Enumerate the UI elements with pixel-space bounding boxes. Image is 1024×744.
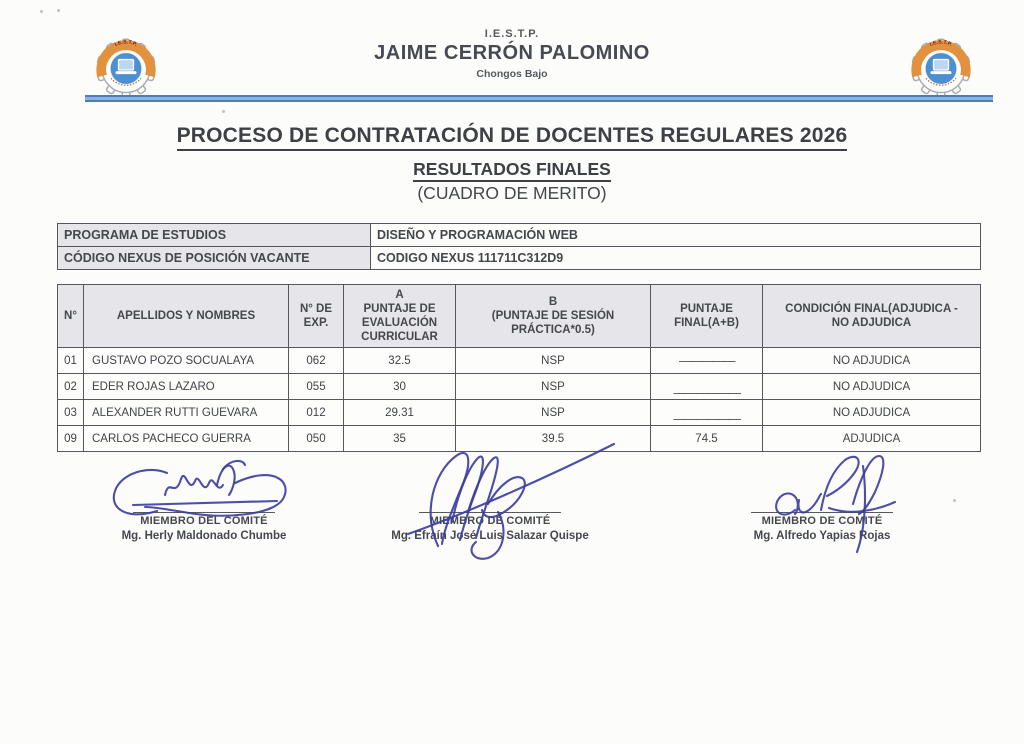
signature-role: MIEMBRO DE COMITÉ (429, 515, 551, 527)
col-header-apellidos: APELLIDOS Y NOMBRES (83, 284, 289, 348)
institution-logo-right gear-icon: I.E.S.T.P. (911, 38, 971, 99)
results-header-row: N° APELLIDOS Y NOMBRES N° DE EXP. A PUNT… (57, 284, 981, 348)
cell-final: —————— (650, 373, 763, 400)
scan-speck (40, 10, 43, 13)
info-value: CODIGO NEXUS 111711C312D9 (370, 246, 981, 270)
laptop-icon (932, 58, 950, 71)
handwritten-signature-1 (112, 459, 287, 517)
col-header-puntaje-b: B (PUNTAJE DE SESIÓN PRÁCTICA*0.5) (455, 284, 651, 348)
signature-name: Mg. Alfredo Yapias Rojas (753, 530, 891, 542)
cell-exp: 012 (288, 399, 344, 426)
info-value: DISEÑO Y PROGRAMACIÓN WEB (370, 223, 981, 247)
cell-final: —————— (650, 399, 763, 426)
cell-condicion: NO ADJUDICA (762, 373, 981, 400)
cell-puntaje-a: 30 (343, 373, 456, 400)
cell-condicion: NO ADJUDICA (762, 399, 981, 426)
signature-name: Mg. Herly Maldonado Chumbe (121, 530, 287, 542)
cell-apellidos: EDER ROJAS LAZARO (83, 373, 289, 400)
signature-line (419, 512, 561, 513)
info-row-programa: PROGRAMA DE ESTUDIOS DISEÑO Y PROGRAMACI… (57, 223, 981, 247)
cell-apellidos: GUSTAVO POZO SOCUALAYA (83, 347, 289, 374)
institution-logo-left gear-icon: I.E.S.T.P. (96, 38, 156, 99)
institution-acronym: I.E.S.T.P. (484, 28, 540, 40)
institution-location: Chongos Bajo (476, 68, 548, 80)
table-row: 09 CARLOS PACHECO GUERRA 050 35 39.5 74.… (57, 425, 981, 452)
cell-condicion: NO ADJUDICA (762, 347, 981, 374)
info-label: PROGRAMA DE ESTUDIOS (57, 223, 371, 247)
signature-role: MIEMBRO DE COMITÉ (761, 515, 883, 527)
signature-block-1: MIEMBRO DEL COMITÉ Mg. Herly Maldonado C… (64, 512, 344, 542)
cell-numero: 09 (57, 425, 84, 452)
table-row: 02 EDER ROJAS LAZARO 055 30 NSP —————— N… (57, 373, 981, 400)
signature-block-3: MIEMBRO DE COMITÉ Mg. Alfredo Yapias Roj… (682, 512, 962, 542)
document-title: PROCESO DE CONTRATACIÓN DE DOCENTES REGU… (0, 124, 1024, 151)
program-info-table: PROGRAMA DE ESTUDIOS DISEÑO Y PROGRAMACI… (57, 223, 981, 270)
cell-numero: 03 (57, 399, 84, 426)
document-subtitle2: (CUADRO DE MERITO) (417, 183, 607, 203)
col-header-puntaje-a: A PUNTAJE DE EVALUACIÓN CURRICULAR (343, 284, 456, 348)
col-header-exp: N° DE EXP. (288, 284, 344, 348)
signature-line (133, 512, 275, 513)
signature-role: MIEMBRO DEL COMITÉ (140, 515, 268, 527)
cell-numero: 01 (57, 347, 84, 374)
cell-exp: 050 (288, 425, 344, 452)
cell-puntaje-b: NSP (455, 347, 651, 374)
cell-numero: 02 (57, 373, 84, 400)
cell-puntaje-b: NSP (455, 373, 651, 400)
signature-name: Mg. Efraín José Luis Salazar Quispe (391, 530, 589, 542)
cell-final: ————— (650, 347, 763, 374)
handwritten-signature-3 (775, 454, 897, 554)
signature-block-2: MIEMBRO DE COMITÉ Mg. Efraín José Luis S… (350, 512, 630, 542)
svg-text:I.E.S.T.P.: I.E.S.T.P. (929, 39, 954, 48)
cell-apellidos: ALEXANDER RUTTI GUEVARA (83, 399, 289, 426)
cell-puntaje-b: 39.5 (455, 425, 651, 452)
cell-exp: 062 (288, 347, 344, 374)
col-header-final: PUNTAJE FINAL(A+B) (650, 284, 763, 348)
laptop-icon (117, 58, 135, 71)
header-divider-rule (85, 95, 993, 102)
info-label: CÓDIGO NEXUS DE POSICIÓN VACANTE (57, 246, 371, 270)
signature-line (751, 512, 893, 513)
scan-speck (222, 110, 225, 113)
cell-puntaje-a: 32.5 (343, 347, 456, 374)
cell-puntaje-a: 29.31 (343, 399, 456, 426)
letterhead: I.E.S.T.P. JAIME CERRÓN PALOMINO Chongos… (0, 28, 1024, 80)
cell-condicion: ADJUDICA (762, 425, 981, 452)
handwritten-signature-2 (406, 442, 616, 560)
institution-name: JAIME CERRÓN PALOMINO (374, 42, 650, 64)
cell-apellidos: CARLOS PACHECO GUERRA (83, 425, 289, 452)
col-header-numero: N° (57, 284, 84, 348)
table-row: 03 ALEXANDER RUTTI GUEVARA 012 29.31 NSP… (57, 399, 981, 426)
document-subtitle: RESULTADOS FINALES (0, 159, 1024, 182)
cell-final: 74.5 (650, 425, 763, 452)
info-row-codigo: CÓDIGO NEXUS DE POSICIÓN VACANTE CODIGO … (57, 246, 981, 270)
scan-speck (953, 499, 956, 502)
scan-speck (57, 9, 60, 12)
results-table: N° APELLIDOS Y NOMBRES N° DE EXP. A PUNT… (57, 284, 981, 452)
svg-text:I.E.S.T.P.: I.E.S.T.P. (114, 39, 139, 48)
table-row: 01 GUSTAVO POZO SOCUALAYA 062 32.5 NSP —… (57, 347, 981, 374)
cell-exp: 055 (288, 373, 344, 400)
cell-puntaje-b: NSP (455, 399, 651, 426)
col-header-condicion: CONDICIÓN FINAL(ADJUDICA - NO ADJUDICA (762, 284, 981, 348)
cell-puntaje-a: 35 (343, 425, 456, 452)
